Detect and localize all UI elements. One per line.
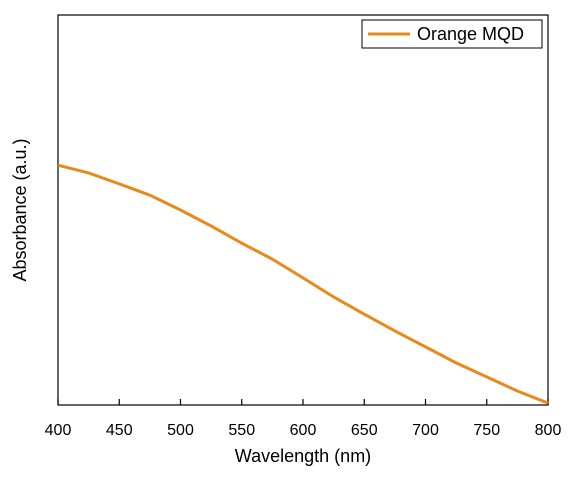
x-tick-label: 800 (535, 422, 562, 439)
x-axis-label: Wavelength (nm) (235, 446, 371, 466)
x-tick-label: 600 (290, 422, 317, 439)
x-tick-label: 450 (106, 422, 133, 439)
x-tick-label: 750 (473, 422, 500, 439)
x-tick-label: 400 (45, 422, 72, 439)
legend-label: Orange MQD (417, 24, 524, 44)
data-line (57, 163, 549, 405)
x-tick-label: 550 (228, 422, 255, 439)
x-tick-label: 500 (167, 422, 194, 439)
plot-frame (57, 14, 549, 406)
y-axis-label: Absorbance (a.u.) (10, 138, 30, 281)
x-tick-label: 650 (351, 422, 378, 439)
x-tick-label: 700 (412, 422, 439, 439)
